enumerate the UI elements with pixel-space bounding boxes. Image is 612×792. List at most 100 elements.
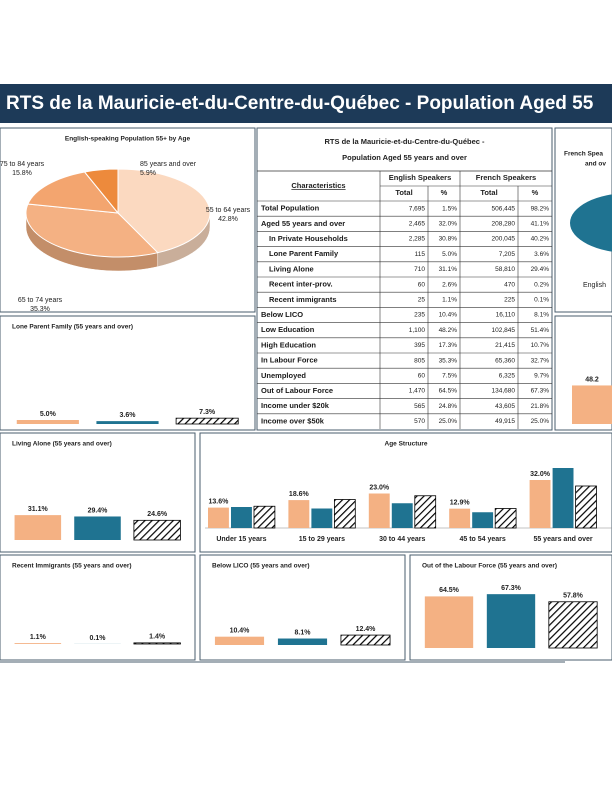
cell: 470 (504, 281, 515, 288)
group-header: French Speakers (476, 173, 536, 182)
bar (575, 485, 597, 529)
pie-slice (25, 203, 159, 258)
row-label: Lone Parent Family (269, 249, 339, 258)
value-label: 64.5% (439, 587, 460, 594)
cell: 35.3% (439, 357, 458, 364)
cell: 21,415 (495, 342, 515, 349)
cell: 24.8% (439, 403, 458, 410)
row-label: Unemployed (261, 371, 306, 380)
bar (311, 508, 333, 528)
chart-title: Living Alone (55 years and over) (12, 441, 112, 448)
value-label: 12.9% (450, 499, 471, 506)
cell: 805 (414, 357, 425, 364)
row-label: In Labour Force (261, 356, 318, 365)
bar (529, 480, 551, 528)
pie-slice (83, 168, 119, 215)
cell: 235 (414, 312, 425, 319)
row-label: Low Education (261, 325, 315, 334)
slice-value: 35.3% (30, 306, 50, 313)
value-label: 12.4% (356, 626, 377, 633)
x-tick-label: 45 to 54 years (459, 536, 505, 543)
value-label: 1.4% (149, 634, 166, 641)
sub-header: % (532, 188, 539, 197)
bar (230, 507, 252, 528)
row-label: Total Population (261, 204, 320, 213)
cell: 506,445 (492, 205, 516, 212)
x-tick-label: 55 years and over (533, 536, 592, 543)
value-label: 48.2 (585, 376, 599, 383)
slice-label: 75 to 84 years (0, 161, 45, 168)
bar (14, 515, 62, 540)
cell: 25.0% (531, 418, 550, 425)
value-label: 18.6% (289, 491, 310, 498)
bar (333, 499, 356, 529)
table-title: Population Aged 55 years and over (342, 153, 467, 162)
bar (472, 512, 494, 528)
bar (494, 508, 517, 529)
value-label: 23.0% (369, 484, 390, 491)
chart-title: Out of the Labour Force (55 years and ov… (422, 563, 557, 570)
cell: 7,205 (499, 251, 516, 258)
cell: 1.1% (442, 297, 457, 304)
bar (288, 500, 310, 528)
bar (16, 420, 79, 424)
cell: 31.1% (439, 266, 458, 273)
bar (74, 516, 121, 540)
cell: 32.7% (531, 357, 550, 364)
cell: 51.4% (531, 327, 550, 334)
cell: 43,605 (495, 403, 515, 410)
row-label: Living Alone (269, 264, 314, 273)
cell: 9.7% (534, 373, 549, 380)
sub-header: Total (395, 188, 412, 197)
sub-header: Total (480, 188, 497, 197)
value-label: 24.6% (147, 511, 168, 518)
cell: 0.1% (534, 297, 549, 304)
banner (0, 84, 612, 123)
cell: 40.2% (531, 236, 550, 243)
row-label: Out of Labour Force (261, 386, 333, 395)
bar (486, 594, 536, 648)
chart-title: Below LICO (55 years and over) (212, 563, 310, 570)
chart-title: Age Structure (385, 441, 428, 448)
bar (548, 601, 598, 649)
value-label: 5.0% (40, 411, 57, 418)
group-header: English Speakers (389, 173, 452, 182)
bar (214, 636, 265, 645)
table-title: RTS de la Mauricie-et-du-Centre-du-Québe… (324, 137, 485, 146)
cell: 570 (414, 418, 425, 425)
cell: 710 (414, 266, 425, 273)
bar (96, 421, 159, 424)
slice-value: 15.8% (12, 170, 32, 177)
cell: 30.8% (439, 236, 458, 243)
row-label: Recent immigrants (269, 295, 337, 304)
banner-title: RTS de la Mauricie-et-du-Centre-du-Québe… (6, 93, 594, 114)
slice-label: 55 to 64 years (206, 207, 251, 214)
cell: 60 (418, 281, 426, 288)
cell: 64.5% (439, 388, 458, 395)
cell: 16,110 (496, 312, 516, 319)
cell: 1,470 (409, 388, 426, 395)
value-label: 7.3% (199, 409, 216, 416)
cell: 6,325 (499, 373, 516, 380)
cell: 25.0% (439, 418, 458, 425)
cell: 60 (418, 373, 426, 380)
cell: 2,465 (409, 221, 426, 228)
cell: 2,285 (409, 236, 426, 243)
chart-title: French Spea (564, 151, 603, 158)
cell: 115 (415, 251, 426, 258)
cell: 67.3% (531, 388, 550, 395)
row-label: Aged 55 years and over (261, 219, 345, 228)
bar (14, 643, 62, 644)
bar (133, 519, 181, 541)
chart-title: Recent Immigrants (55 years and over) (12, 563, 132, 570)
annotation: English (583, 282, 606, 289)
row-label: Income under $20k (261, 401, 330, 410)
value-label: 8.1% (295, 629, 312, 636)
cell: 21.8% (531, 403, 550, 410)
panel (256, 127, 553, 431)
bar (175, 417, 239, 425)
pie-slice (117, 168, 211, 254)
pie-fragment (570, 194, 612, 252)
slice-label: 65 to 74 years (18, 297, 63, 304)
cell: 5.0% (442, 251, 457, 258)
